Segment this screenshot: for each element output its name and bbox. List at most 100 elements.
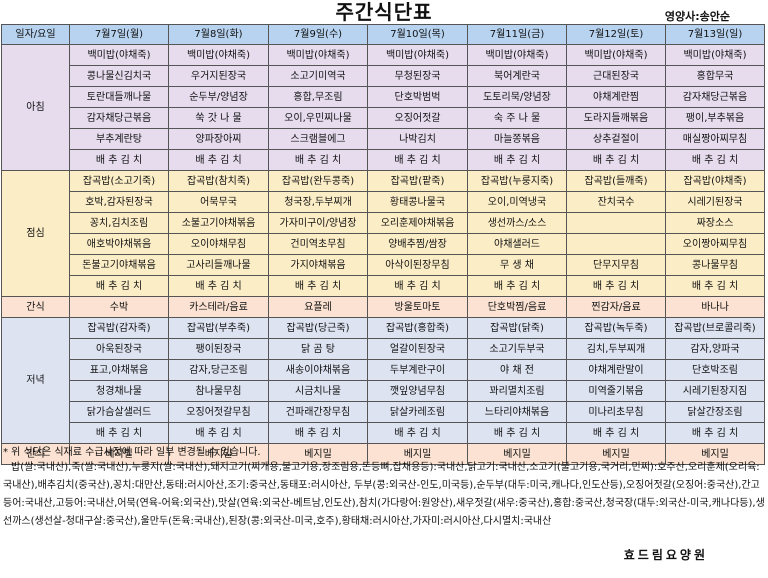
menu-cell: 미나리초무침 [566,401,666,423]
menu-cell: 베지밀 [268,443,368,465]
menu-cell [566,212,666,234]
menu-cell: 닭살카레조림 [367,401,468,423]
header-day: 7월12일(토) [566,24,666,45]
menu-cell: 순두부/양념장 [168,86,269,108]
menu-cell: 배 추 김 치 [367,422,468,444]
menu-cell: 도라지들깨볶음 [566,107,666,129]
menu-cell: 꽈리멸치조림 [467,380,567,402]
menu-cell: 오리훈제야채볶음 [367,212,468,234]
snack-row: 간식 베지밀 베지밀 베지밀 베지밀 베지밀 베지밀 베지밀 [1,443,765,465]
menu-cell: 방울토마토 [367,296,468,318]
dinner-row: 청경채나물 참나물무침 시금치나물 깻잎양념무침 꽈리멸치조림 미역줄기볶음 시레기된장지짐 [2,380,765,402]
menu-cell: 바나나 [665,296,765,318]
menu-cell: 건파래간장무침 [268,401,368,423]
menu-cell: 닭살간장조림 [665,401,765,423]
dinner-row: 아욱된장국 팽이된장국 닭 곰 탕 얼갈이된장국 소고기두부국 김치,두부찌개 감자,양파국 [2,338,765,360]
breakfast-row: 토란대들깨나물 순두부/양념장 홍합,무조림 단호박범벅 도토리묵/양념장 야채계란찜 감자… [2,86,765,108]
menu-cell: 감자,당근조림 [168,359,269,381]
menu-cell: 요플레 [268,296,368,318]
menu-cell: 야채계란찜 [566,86,666,108]
menu-cell: 백미밥(야채죽) [566,44,666,66]
menu-cell: 새송이야채볶음 [268,359,368,381]
menu-cell: 찐감자/음료 [566,296,666,318]
menu-cell: 잡곡밥(완두콩죽) [268,170,368,192]
header-row: 일자/요일 7월7일(월) 7월8일(화) 7월9일(수) 7월10일(목) 7월11일(… [1,24,765,45]
menu-cell: 배 추 김 치 [367,275,468,297]
menu-cell: 야채샐러드 [467,233,567,255]
dinner-label: 저녁 [1,317,70,444]
menu-cell: 배 추 김 치 [69,275,169,297]
menu-cell: 상추겉절이 [566,128,666,150]
menu-cell: 잡곡밥(녹두죽) [566,317,666,339]
menu-cell: 청경채나물 [69,380,169,402]
breakfast-label: 아침 [1,44,70,171]
menu-cell: 배 추 김 치 [467,275,567,297]
menu-cell: 마늘쫑볶음 [467,128,567,150]
menu-cell: 소고기두부국 [467,338,567,360]
menu-cell: 부추계란탕 [69,128,169,150]
menu-cell: 애호박야채볶음 [69,233,169,255]
snack-row: 간식 수박 카스테라/음료 요플레 방울토마토 단호박찜/음료 찐감자/음료 바나나 [1,296,765,318]
menu-cell: 배 추 김 치 [268,422,368,444]
menu-cell: 느타리야채볶음 [467,401,567,423]
menu-cell: 야 채 전 [467,359,567,381]
menu-cell: 오이짱아찌무침 [665,233,765,255]
menu-cell: 닭가슴살샐러드 [69,401,169,423]
menu-cell: 잡곡밥(홍합죽) [367,317,468,339]
menu-table: 일자/요일 7월7일(월) 7월8일(화) 7월9일(수) 7월10일(목) 7월11일(… [1,24,765,465]
menu-cell: 잡곡밥(소고기죽) [69,170,169,192]
breakfast-row: 콩나물신김치국 우거지된장국 소고기미역국 무청된장국 북어계란국 근대된장국 홍합무국 [2,65,765,87]
menu-cell: 양배추찜/쌈장 [367,233,468,255]
menu-cell: 잡곡밥(당근죽) [268,317,368,339]
menu-cell: 백미밥(야채죽) [665,44,765,66]
menu-cell: 잡곡밥(감자죽) [69,317,169,339]
menu-cell: 오이야채무침 [168,233,269,255]
menu-cell: 시금치나물 [268,380,368,402]
menu-cell: 콩나물무침 [665,254,765,276]
menu-cell: 백미밥(야채죽) [367,44,468,66]
dinner-row: 표고,야채볶음 감자,당근조림 새송이야채볶음 두부계란구이 야 채 전 야채계란말이 단호… [2,359,765,381]
menu-cell: 백미밥(야채죽) [268,44,368,66]
menu-cell: 생선까스/소스 [467,212,567,234]
menu-cell: 오징어젓갈 [367,107,468,129]
menu-cell: 배 추 김 치 [566,422,666,444]
menu-cell: 배 추 김 치 [168,422,269,444]
menu-cell: 배 추 김 치 [168,275,269,297]
dinner-row: 닭가슴살샐러드 오징어젓갈무침 건파래간장무침 닭살카레조림 느타리야채볶음 미나리초무침… [2,401,765,423]
menu-cell: 우거지된장국 [168,65,269,87]
menu-cell: 백미밥(야채죽) [69,44,169,66]
menu-cell: 아삭이된장무침 [367,254,468,276]
menu-cell: 잡곡밥(닭죽) [467,317,567,339]
breakfast-row: 아침 백미밥(야채죽) 백미밥(야채죽) 백미밥(야채죽) 백미밥(야채죽) 백미밥(야채… [1,44,765,171]
menu-cell: 미역줄기볶음 [566,380,666,402]
menu-cell: 배 추 김 치 [665,149,765,171]
snack-label: 간식 [1,443,70,465]
menu-cell: 감자,양파국 [665,338,765,360]
menu-cell: 단호박찜/음료 [467,296,567,318]
nutritionist-label: 영양사:송안순 [664,10,730,23]
origin-info: 밥(쌀:국내산),죽(쌀:국내산),누룽지(쌀:국내산),돼지고기(찌개용,불고… [3,462,765,527]
menu-cell: 스크램블에그 [268,128,368,150]
menu-cell: 잡곡밥(누룽지죽) [467,170,567,192]
menu-cell: 잔치국수 [566,191,666,213]
breakfast-row: 부추계란탕 양파장아찌 스크램블에그 나박김치 마늘쫑볶음 상추겉절이 매실짱아찌무침 [2,128,765,150]
menu-cell: 토란대들깨나물 [69,86,169,108]
menu-cell [566,233,666,255]
menu-cell: 배 추 김 치 [566,275,666,297]
menu-cell: 수박 [69,296,169,318]
menu-cell: 배 추 김 치 [367,149,468,171]
menu-cell: 나박김치 [367,128,468,150]
menu-cell: 얼갈이된장국 [367,338,468,360]
menu-cell: 배 추 김 치 [467,149,567,171]
menu-cell: 오징어젓갈무침 [168,401,269,423]
menu-cell: 건미역초무침 [268,233,368,255]
menu-cell: 북어계란국 [467,65,567,87]
menu-cell: 청국장,두부찌개 [268,191,368,213]
menu-cell: 도토리묵/양념장 [467,86,567,108]
menu-cell: 베지밀 [69,443,169,465]
snack-label: 간식 [1,296,70,318]
menu-cell: 베지밀 [665,443,765,465]
lunch-row: 꽁치,김치조림 소불고기야채볶음 가자미구이/양념장 오리훈제야채볶음 생선까스/소스 짜… [2,212,765,234]
